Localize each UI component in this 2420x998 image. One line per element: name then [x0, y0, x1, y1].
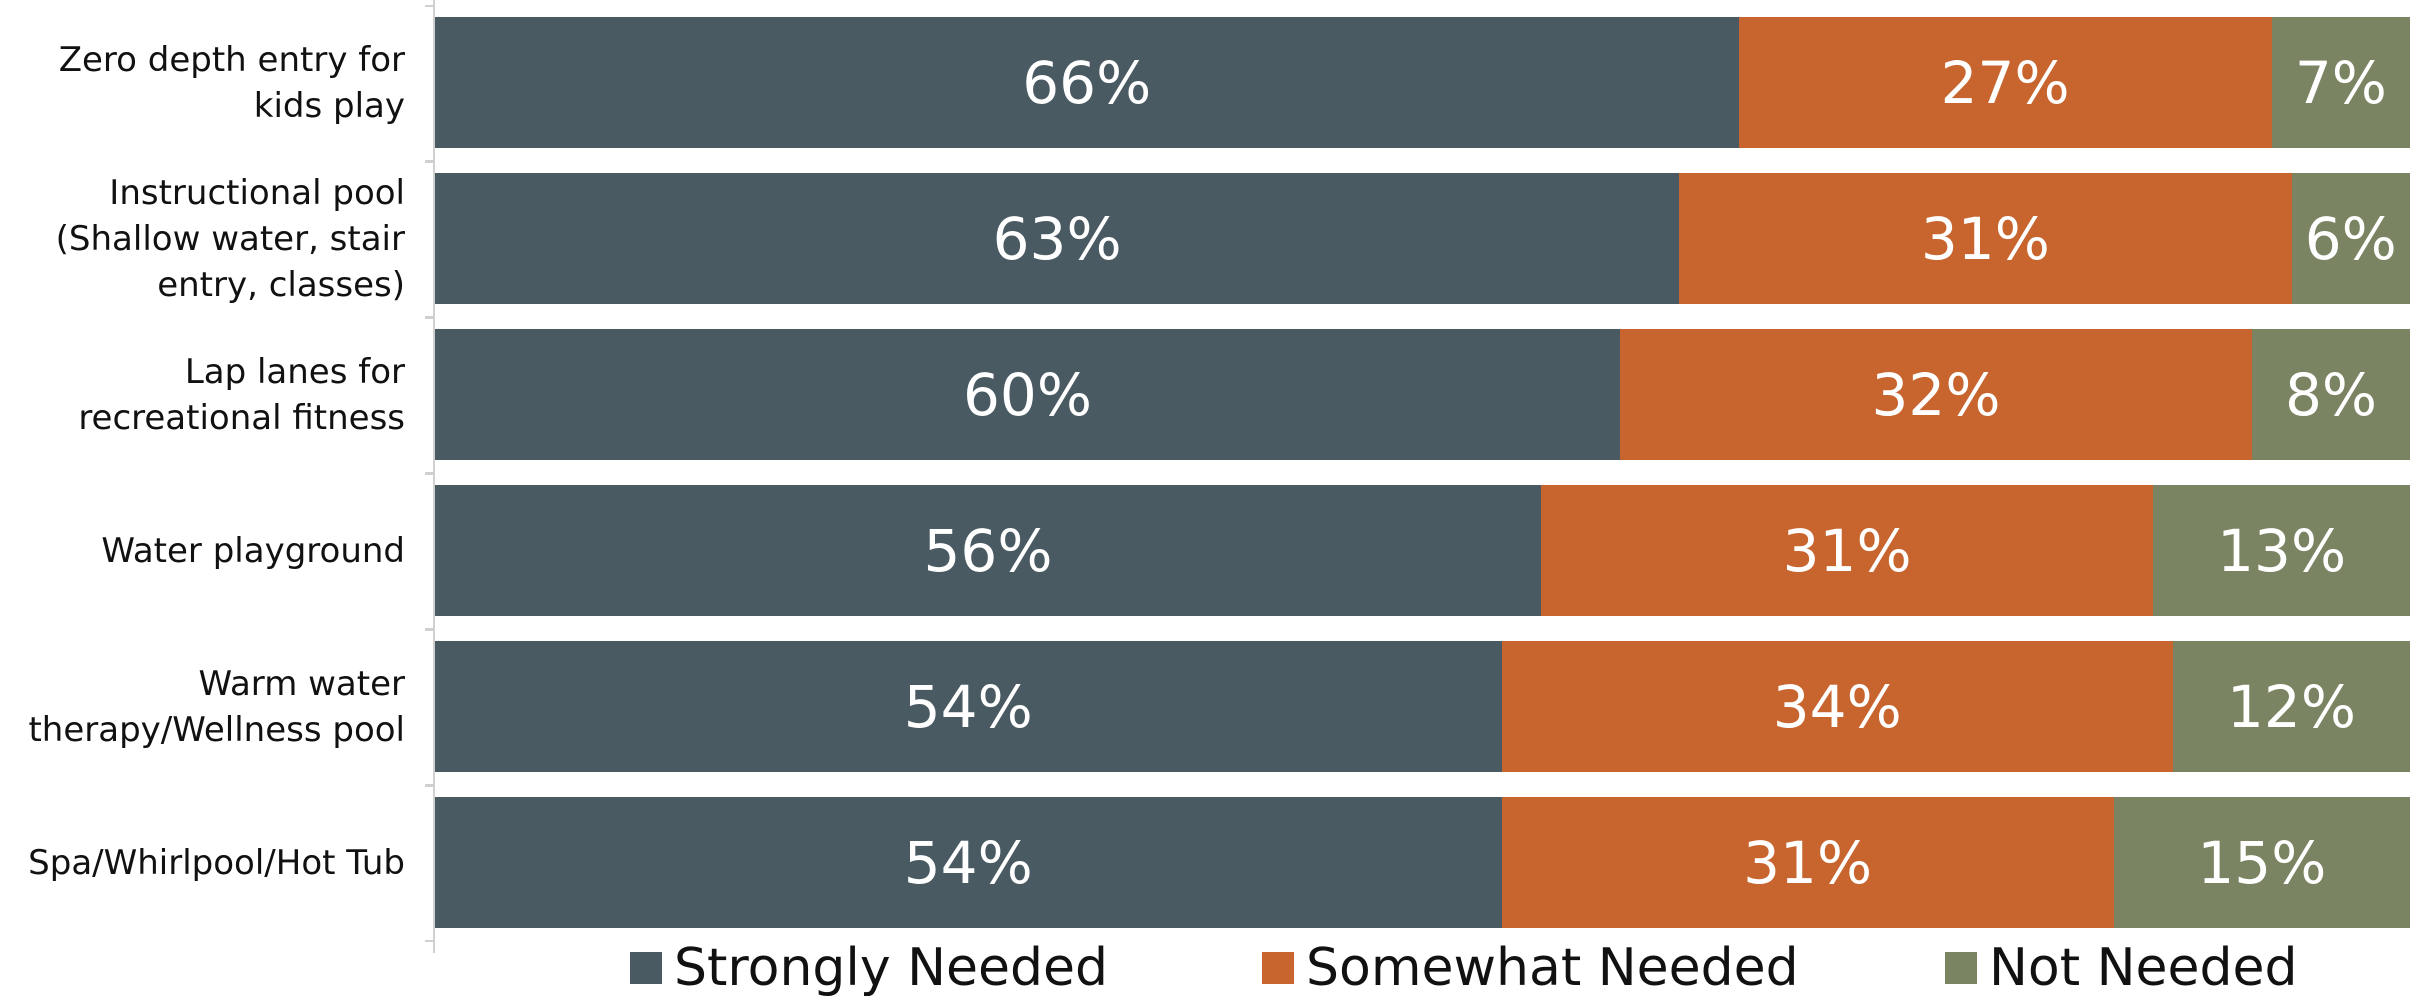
bar-segment: 31%	[1679, 173, 2292, 304]
axis-tick	[425, 161, 435, 163]
bar-segment: 27%	[1738, 17, 2272, 148]
bar-segment: 34%	[1501, 641, 2173, 772]
value-label: 31%	[1920, 204, 2050, 273]
value-label: 13%	[2217, 516, 2347, 585]
bar-segment: 63%	[435, 173, 1680, 304]
category-label: Spa/Whirlpool/Hot Tub	[28, 842, 405, 883]
value-label: 56%	[923, 516, 1053, 585]
legend-label: Somewhat Needed	[1306, 938, 1799, 998]
value-label: 7%	[2294, 48, 2387, 117]
legend-item: Somewhat Needed	[1262, 938, 1799, 998]
value-label: 15%	[2197, 828, 2327, 897]
legend-item: Strongly Needed	[630, 938, 1108, 998]
bar-segment: 8%	[2252, 329, 2410, 460]
value-label: 27%	[1940, 48, 2070, 117]
bar-segment: 31%	[1541, 485, 2154, 616]
bar-segment: 32%	[1620, 329, 2252, 460]
bar-segment: 56%	[435, 485, 1541, 616]
value-label: 31%	[1743, 828, 1873, 897]
bar-segment: 54%	[435, 641, 1502, 772]
legend-item: Not Needed	[1945, 938, 2298, 998]
value-label: 8%	[2284, 360, 2377, 429]
value-label: 31%	[1782, 516, 1912, 585]
bar-segment: 6%	[2291, 173, 2410, 304]
legend-swatch	[1262, 952, 1294, 984]
value-label: 66%	[1022, 48, 1152, 117]
value-label: 34%	[1772, 672, 1902, 741]
value-label: 63%	[992, 204, 1122, 273]
category-label: Zero depth entry for kids play	[58, 39, 405, 126]
value-label: 54%	[903, 828, 1033, 897]
axis-tick	[425, 317, 435, 319]
axis-tick	[425, 629, 435, 631]
bar-segment: 7%	[2271, 17, 2410, 148]
axis-line	[433, 0, 435, 953]
bar-segment: 12%	[2173, 641, 2410, 772]
legend-label: Not Needed	[1989, 938, 2298, 998]
category-label: Instructional pool (Shallow water, stair…	[55, 172, 405, 305]
category-label: Warm water therapy/Wellness pool	[28, 663, 405, 750]
bar-segment: 60%	[435, 329, 1620, 460]
value-label: 54%	[903, 672, 1033, 741]
value-label: 60%	[963, 360, 1092, 429]
category-label: Lap lanes for recreational fitness	[78, 351, 405, 438]
legend-swatch	[630, 952, 662, 984]
value-label: 12%	[2227, 672, 2356, 741]
bar-segment: 31%	[1501, 797, 2114, 928]
bar-segment: 13%	[2153, 485, 2410, 616]
axis-tick	[425, 785, 435, 787]
legend-swatch	[1945, 952, 1977, 984]
axis-tick	[425, 473, 435, 475]
axis-tick	[425, 5, 435, 7]
value-label: 6%	[2304, 204, 2397, 273]
bar-segment: 66%	[435, 17, 1739, 148]
axis-tick	[425, 940, 435, 942]
legend-label: Strongly Needed	[674, 938, 1109, 998]
value-label: 32%	[1871, 360, 2001, 429]
category-label: Water playground	[101, 530, 405, 571]
bar-segment: 54%	[435, 797, 1502, 928]
bar-segment: 15%	[2113, 797, 2410, 928]
